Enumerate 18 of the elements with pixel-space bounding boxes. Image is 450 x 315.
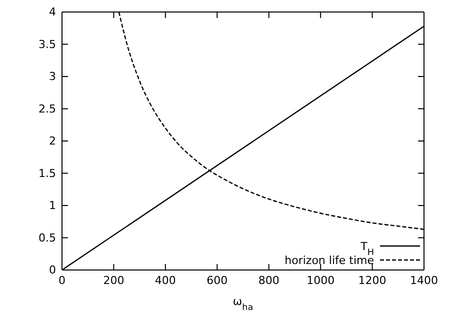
y-tick-label: 1.5 bbox=[38, 166, 56, 180]
x-tick-label: 1200 bbox=[358, 274, 386, 287]
x-axis-title: ω$_{ha}$ bbox=[232, 295, 254, 313]
x-tick-label: 400 bbox=[154, 274, 176, 287]
x-tick-label: 800 bbox=[258, 274, 280, 287]
y-tick-label: 3 bbox=[49, 70, 56, 84]
y-tick-label: 0.5 bbox=[38, 231, 56, 244]
y-tick-label: 2.5 bbox=[38, 102, 56, 116]
x-tick-label: 1000 bbox=[306, 274, 335, 287]
x-tick-label: 600 bbox=[206, 274, 228, 287]
x-tick-label: 0 bbox=[58, 274, 66, 287]
x-tick-label: 1400 bbox=[410, 274, 438, 287]
x-tick-label: 200 bbox=[103, 274, 124, 287]
y-tick-label: 4 bbox=[49, 6, 56, 19]
y-tick-label: 3.5 bbox=[38, 38, 56, 51]
y-tick-label: 0 bbox=[49, 264, 56, 277]
y-tick-label: 2 bbox=[49, 134, 56, 148]
y-tick-label: 1 bbox=[49, 199, 56, 212]
